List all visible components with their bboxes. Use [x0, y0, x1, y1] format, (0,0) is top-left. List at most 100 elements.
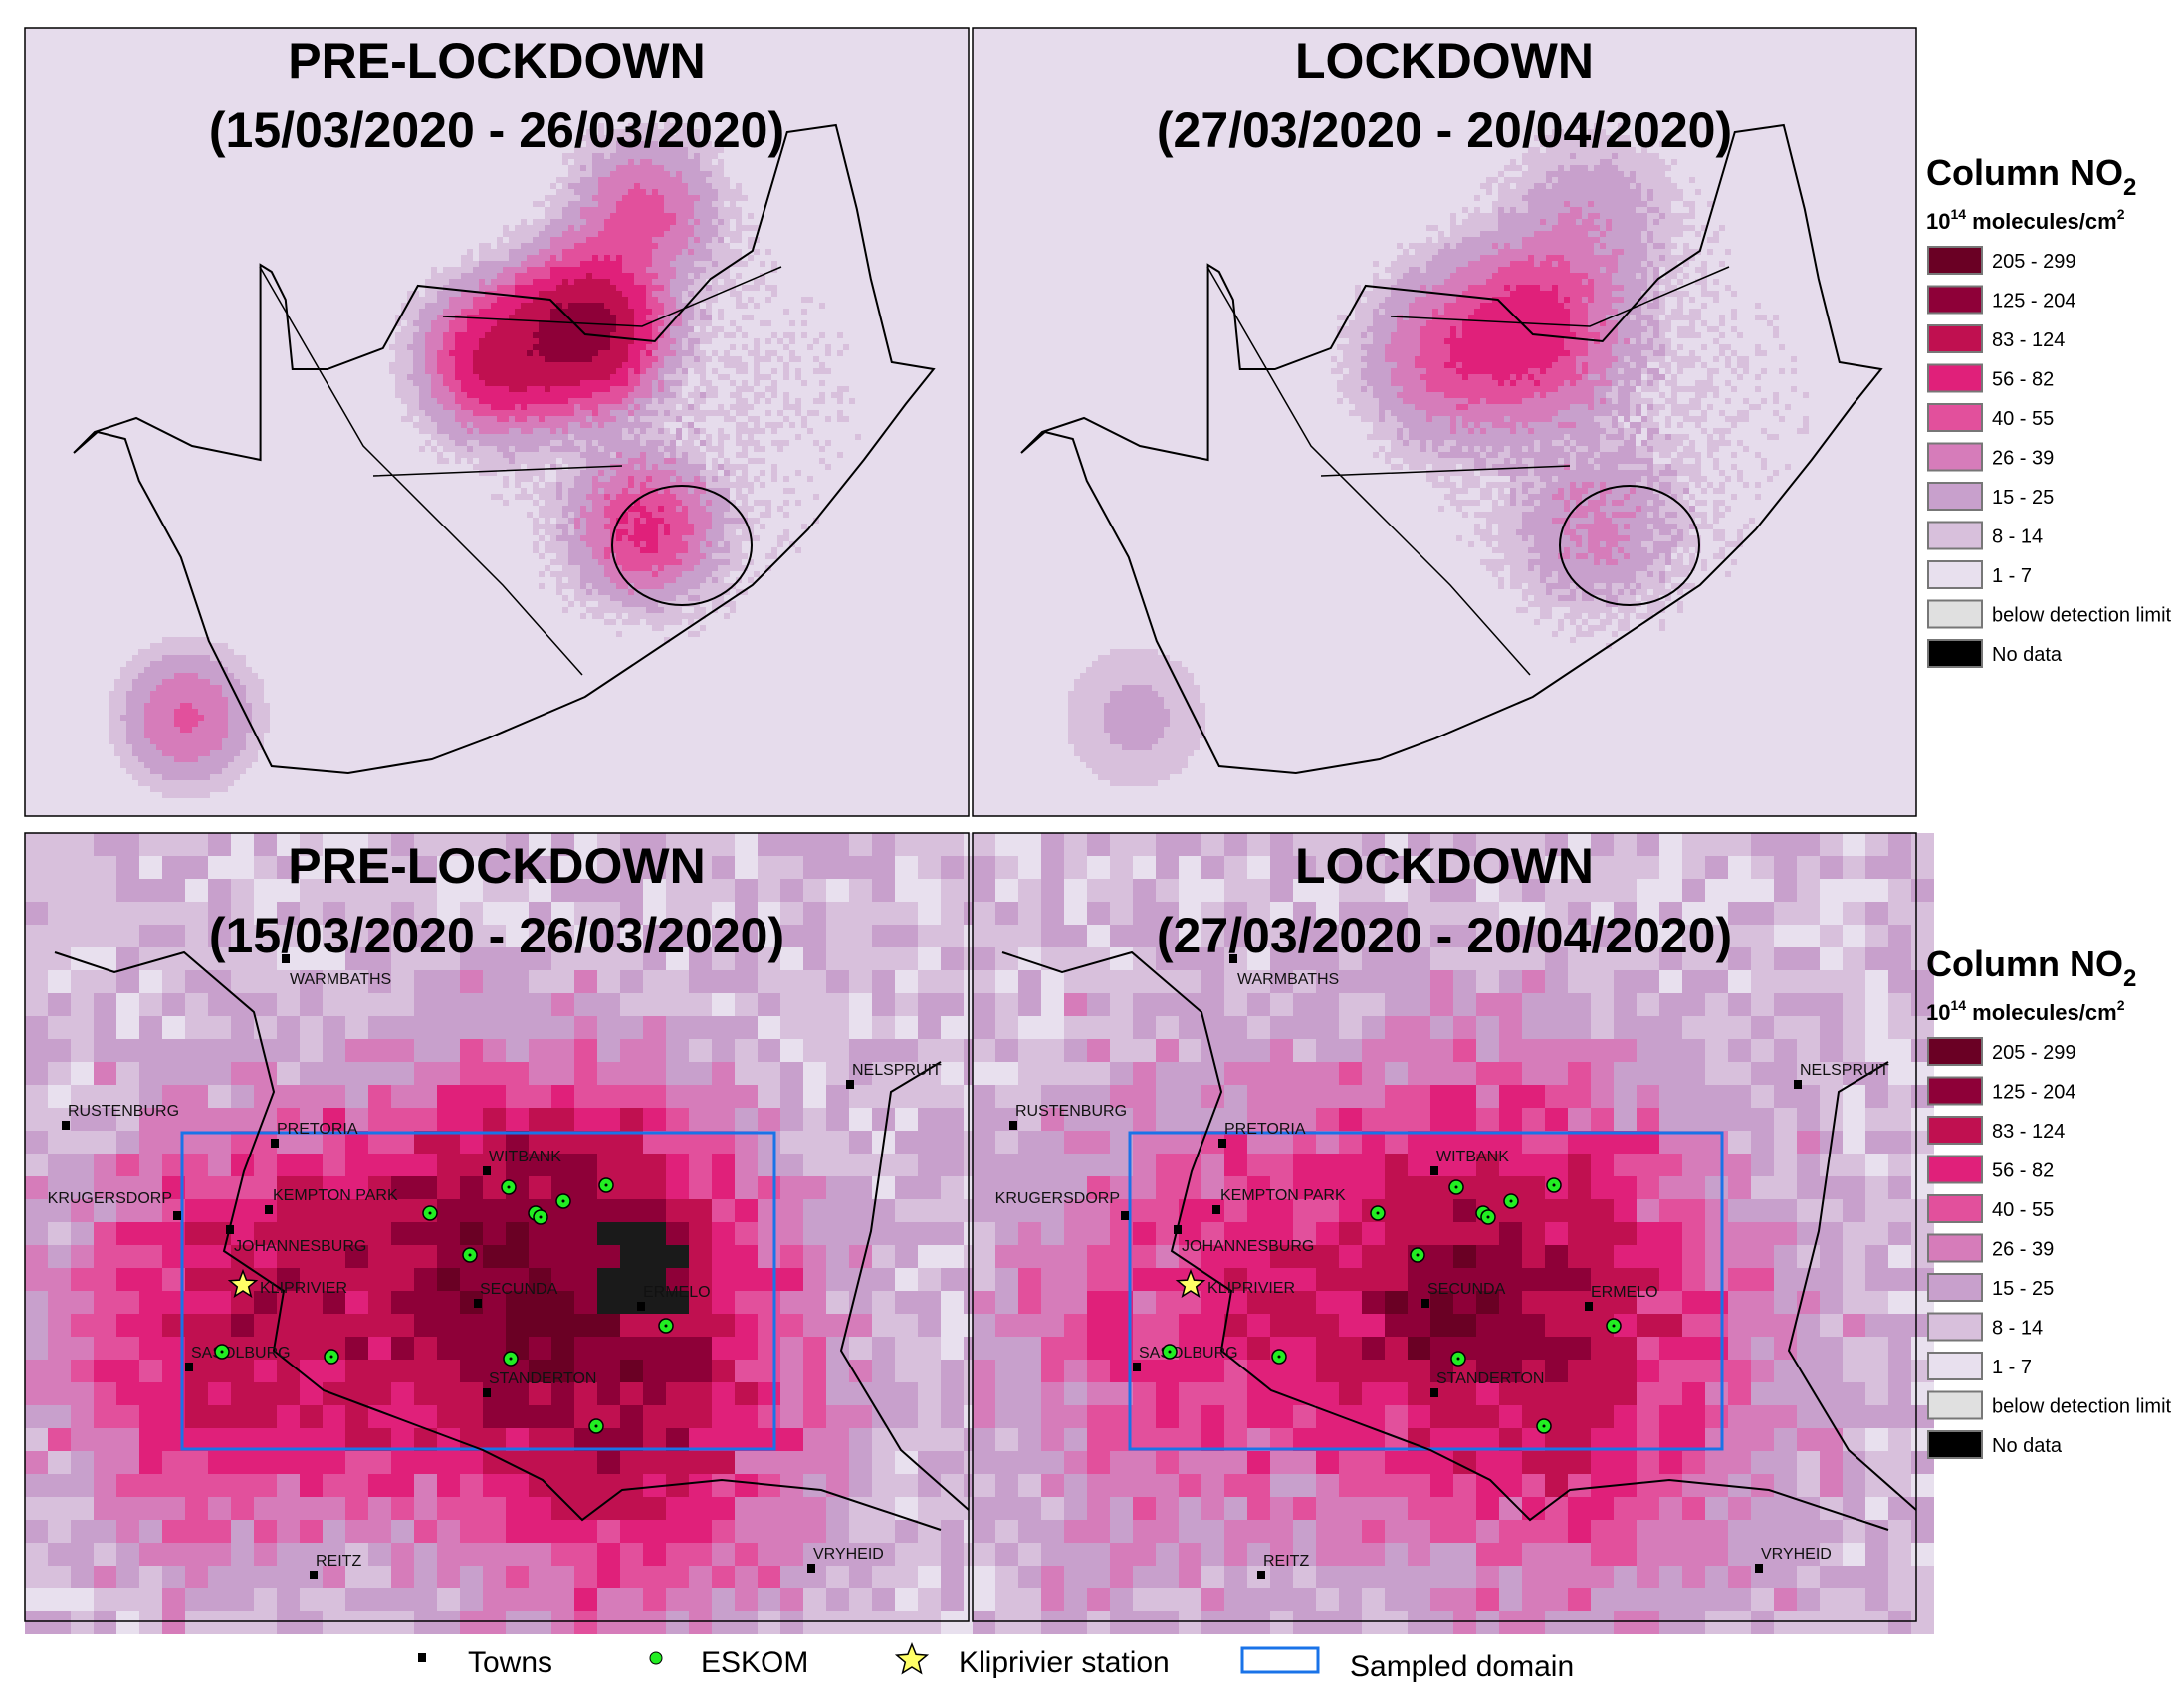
- no2-cell: [586, 404, 592, 410]
- no2-cell: [1540, 237, 1546, 243]
- no2-cell: [1582, 255, 1588, 261]
- no2-cell: [586, 177, 592, 183]
- no2-cell: [700, 524, 706, 529]
- no2-cell: [503, 261, 509, 267]
- no2-cell: [1618, 153, 1624, 159]
- no2-cell: [730, 320, 736, 326]
- no2-cell: [604, 368, 610, 374]
- no2-cell: [574, 267, 580, 273]
- no2-cell: [1552, 189, 1558, 195]
- no2-cell: [1468, 237, 1474, 243]
- no2-cell: [592, 338, 598, 344]
- no2-cell: [712, 547, 718, 553]
- no2-cell: [479, 458, 485, 464]
- no2-cell: [443, 273, 449, 279]
- no2-cell: [670, 309, 676, 315]
- no2-cell: [1665, 273, 1671, 279]
- no2-cell: [497, 446, 503, 452]
- no2-cell: [646, 577, 652, 583]
- no2-cell: [556, 452, 562, 458]
- no2-cell: [616, 553, 622, 559]
- no2-cell: [646, 207, 652, 213]
- no2-cell: [443, 332, 449, 338]
- no2-cell: [658, 183, 664, 189]
- no2-cell: [652, 518, 658, 524]
- no2-cell: [622, 267, 628, 273]
- no2-cell: [401, 386, 407, 392]
- no2-cell: [503, 428, 509, 434]
- no2-cell: [1624, 273, 1630, 279]
- no2-cell: [694, 344, 700, 350]
- no2-cell: [586, 309, 592, 315]
- no2-cell: [485, 464, 491, 470]
- no2-cell: [545, 225, 550, 231]
- no2-cell: [1498, 171, 1504, 177]
- no2-cell: [1564, 237, 1570, 243]
- no2-cell: [479, 326, 485, 332]
- no2-cell: [640, 255, 646, 261]
- no2-cell: [1456, 243, 1462, 249]
- no2-cell: [712, 392, 718, 398]
- no2-cell: [192, 691, 198, 697]
- no2-cell: [1420, 243, 1426, 249]
- no2-cell: [670, 470, 676, 476]
- no2-cell: [1630, 213, 1636, 219]
- no2-cell: [1665, 243, 1671, 249]
- no2-cell: [1432, 225, 1438, 231]
- no2-cell: [837, 398, 843, 404]
- no2-cell: [748, 577, 754, 583]
- no2-cell: [825, 350, 831, 356]
- no2-cell: [562, 607, 568, 613]
- no2-cell: [479, 309, 485, 315]
- no2-cell: [1516, 231, 1522, 237]
- no2-cell: [574, 338, 580, 344]
- no2-cell: [545, 332, 550, 338]
- no2-cell: [1582, 207, 1588, 213]
- no2-cell: [634, 535, 640, 541]
- no2-cell: [676, 129, 682, 135]
- no2-cell: [473, 368, 479, 374]
- no2-cell: [515, 279, 521, 285]
- no2-cell: [168, 649, 174, 655]
- no2-cell: [628, 255, 634, 261]
- no2-cell: [545, 344, 550, 350]
- no2-cell: [712, 350, 718, 356]
- no2-cell: [1498, 189, 1504, 195]
- no2-cell: [556, 213, 562, 219]
- no2-cell: [610, 332, 616, 338]
- no2-cell: [760, 392, 765, 398]
- no2-cell: [736, 273, 742, 279]
- no2-cell: [1588, 219, 1594, 225]
- no2-cell: [222, 679, 228, 685]
- no2-cell: [616, 476, 622, 482]
- no2-cell: [604, 482, 610, 488]
- no2-cell: [568, 315, 574, 320]
- no2-cell: [658, 559, 664, 565]
- no2-cell: [676, 506, 682, 512]
- no2-cell: [545, 416, 550, 422]
- no2-cell: [1546, 171, 1552, 177]
- no2-cell: [162, 703, 168, 709]
- no2-cell: [622, 482, 628, 488]
- no2-cell: [497, 404, 503, 410]
- no2-cell: [694, 231, 700, 237]
- no2-cell: [186, 643, 192, 649]
- no2-cell: [1564, 207, 1570, 213]
- no2-cell: [598, 428, 604, 434]
- no2-cell: [497, 356, 503, 362]
- no2-cell: [676, 231, 682, 237]
- no2-cell: [174, 756, 180, 762]
- no2-cell: [1534, 231, 1540, 237]
- no2-cell: [228, 756, 234, 762]
- no2-cell: [706, 595, 712, 601]
- no2-cell: [586, 189, 592, 195]
- no2-cell: [556, 326, 562, 332]
- no2-cell: [634, 482, 640, 488]
- no2-cell: [431, 386, 437, 392]
- no2-cell: [580, 488, 586, 494]
- no2-cell: [682, 410, 688, 416]
- no2-cell: [652, 613, 658, 619]
- no2-cell: [1516, 177, 1522, 183]
- no2-cell: [592, 571, 598, 577]
- no2-cell: [586, 506, 592, 512]
